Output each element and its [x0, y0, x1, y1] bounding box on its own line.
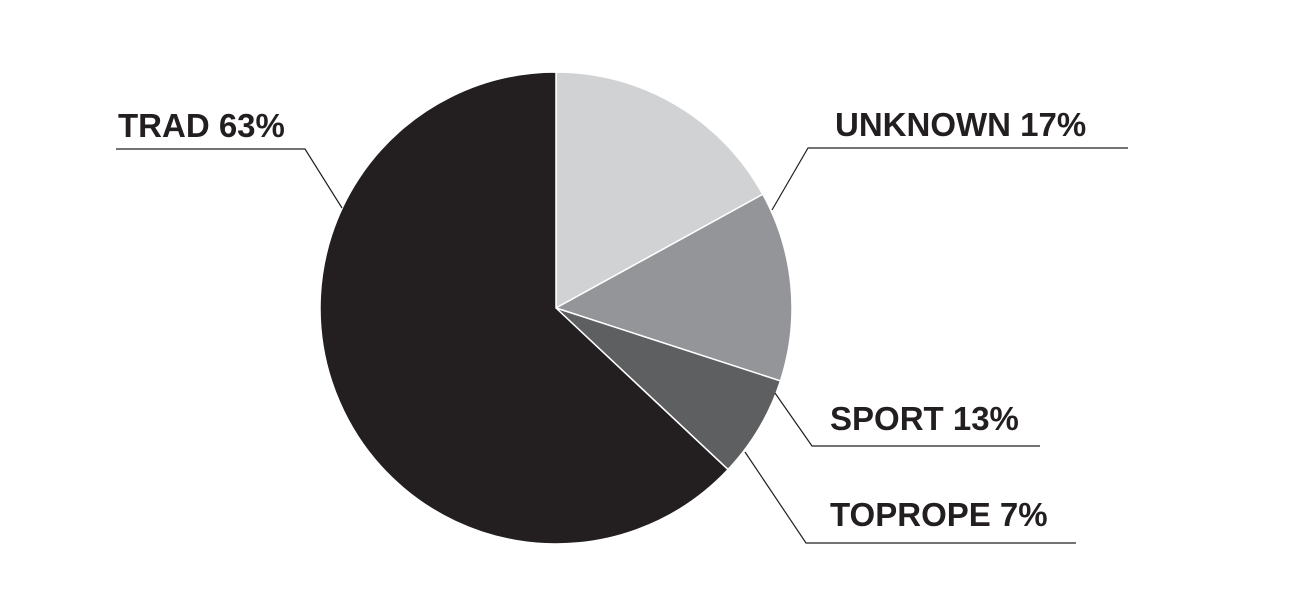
pie-slice-toprope — [555, 307, 782, 471]
slice-label-trad: TRAD 63% — [118, 107, 285, 144]
leader-line-trad — [116, 148, 343, 209]
slice-label-sport: SPORT 13% — [830, 400, 1019, 437]
pie-slice-unknown — [555, 71, 764, 310]
leader-line-unknown — [771, 147, 1128, 211]
slice-label-unknown: UNKNOWN 17% — [835, 106, 1086, 143]
leader-line-toprope — [744, 451, 1076, 544]
pie-slice-trad — [319, 71, 730, 545]
pie-slice-sport — [554, 193, 793, 382]
slice-label-toprope: TOPROPE 7% — [830, 496, 1048, 533]
leader-line-sport — [774, 392, 1040, 447]
label-sport: SPORT 13% — [774, 392, 1040, 447]
label-unknown: UNKNOWN 17% — [771, 106, 1128, 211]
label-trad: TRAD 63% — [116, 107, 343, 209]
pie-slices — [319, 71, 793, 545]
label-toprope: TOPROPE 7% — [744, 451, 1076, 544]
